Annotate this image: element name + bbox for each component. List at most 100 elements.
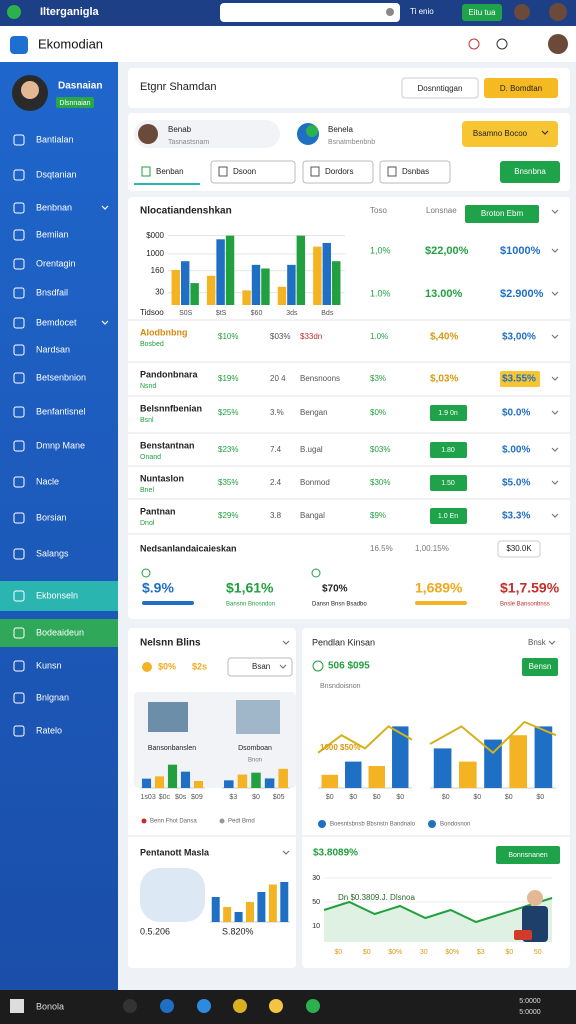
taskbar-search: Bonola	[36, 1001, 64, 1011]
nav-item[interactable]: Salangs	[36, 548, 69, 558]
nav-item[interactable]: Bemdocet	[36, 317, 77, 327]
row-cell: 20 4	[270, 374, 286, 383]
legend-label: Bondosnon	[440, 822, 470, 828]
avatar	[549, 3, 567, 21]
row-cell: $3,00%	[502, 332, 536, 343]
bar	[180, 771, 191, 788]
nav-item[interactable]: Benbnan	[36, 202, 72, 212]
button[interactable]	[484, 78, 558, 98]
card-label: Bansonbanslen	[148, 745, 196, 752]
metric: S.820%	[222, 926, 254, 936]
browser-button[interactable]	[462, 4, 502, 21]
row-cell: $3%	[370, 374, 386, 383]
bar	[193, 781, 204, 788]
button-label: Broton Ebm	[481, 209, 524, 218]
button[interactable]	[462, 121, 558, 147]
bar	[171, 269, 180, 305]
illustration	[148, 702, 188, 732]
x-tick-label: $0	[349, 794, 357, 801]
tab[interactable]	[302, 160, 374, 184]
chevron	[101, 320, 109, 325]
icon	[468, 38, 480, 50]
nav-item[interactable]: Ekbonseln	[36, 590, 78, 600]
nav-icon	[13, 202, 25, 214]
nav-item[interactable]: Bodeaideun	[36, 627, 84, 637]
user-sub: Tasnastsnam	[168, 139, 209, 146]
highlight	[500, 371, 540, 387]
address-bar[interactable]	[220, 3, 400, 22]
chevron	[541, 130, 549, 135]
nav-item[interactable]: Borsian	[36, 512, 67, 522]
dropdown[interactable]	[227, 657, 293, 677]
nav-item[interactable]: Nardsan	[36, 344, 70, 354]
bar	[484, 739, 502, 788]
bar	[368, 766, 385, 788]
button[interactable]	[465, 205, 539, 223]
tab-label[interactable]: Dsnbas	[402, 167, 429, 176]
nav-item[interactable]: Bnsdfail	[36, 287, 68, 297]
button[interactable]	[496, 846, 560, 864]
nav-item[interactable]: Dsqtanian	[36, 169, 77, 179]
progress-bar	[142, 601, 194, 605]
nav-item[interactable]: Benfantisnel	[36, 406, 86, 416]
nav-item[interactable]: Ratelo	[36, 725, 62, 735]
nav-item[interactable]: Kunsn	[36, 660, 62, 670]
summary-box	[497, 540, 541, 558]
nav-item[interactable]: Betsenbnion	[36, 372, 86, 382]
tab[interactable]	[210, 160, 296, 184]
taskbar-icon	[197, 999, 211, 1013]
area	[324, 898, 552, 942]
trend-line	[317, 725, 413, 754]
nav-icon	[13, 406, 25, 418]
nav-item[interactable]: Bnlgnan	[36, 692, 69, 702]
x-tick-label: $0	[505, 949, 513, 956]
tab-underline	[134, 183, 200, 185]
nav-item[interactable]: Bemiian	[36, 229, 69, 239]
nav-item[interactable]: Nacle	[36, 476, 59, 486]
badge	[430, 508, 467, 524]
nav-item[interactable]: Orentagin	[36, 258, 76, 268]
summary-title: Nedsanlandaicaieskan	[140, 543, 237, 553]
button[interactable]	[522, 658, 558, 676]
kpi-icon	[141, 568, 151, 578]
bar	[392, 726, 409, 788]
badge	[430, 405, 467, 421]
tab-label[interactable]: Benban	[156, 167, 184, 176]
chevron	[551, 291, 559, 296]
nav-item[interactable]: Dmnp Mane	[36, 440, 85, 450]
summary-value: 1,00.15%	[415, 544, 449, 553]
tab-icon	[310, 166, 320, 177]
tab[interactable]	[379, 160, 451, 184]
button-label: D. Bomdtan	[500, 84, 542, 93]
tab-icon	[218, 166, 228, 177]
bar	[345, 761, 362, 788]
line	[323, 897, 553, 924]
nav-icon	[13, 169, 25, 181]
nav-icon	[13, 476, 25, 488]
bar	[224, 780, 234, 788]
row-sub: Nsnd	[140, 383, 156, 390]
row-cell: B.ugal	[300, 445, 323, 454]
search-field[interactable]	[134, 120, 280, 148]
start-button[interactable]	[10, 999, 24, 1013]
button-label: Bsamno Bocoo	[473, 129, 528, 138]
x-tick-label: $0	[505, 794, 513, 801]
tab-label[interactable]: Dsoon	[233, 167, 256, 176]
tab-label[interactable]: Dordors	[325, 167, 353, 176]
x-tick-label: $0	[363, 949, 371, 956]
bar	[167, 764, 178, 788]
button-label: Bonnsnanen	[508, 852, 547, 859]
nav-item[interactable]: Bantialan	[36, 134, 74, 144]
button[interactable]	[401, 77, 479, 99]
reload-icon	[386, 8, 394, 16]
row-cell: Bengan	[300, 408, 328, 417]
nav-icon	[13, 229, 25, 241]
bar	[251, 264, 261, 305]
row-sub: Onand	[140, 454, 161, 461]
bar	[225, 235, 235, 305]
button[interactable]	[500, 161, 560, 183]
person-head	[527, 890, 543, 906]
x-axis-label: Tidsoo	[140, 308, 164, 317]
button-label: Bnsnbna	[514, 167, 546, 176]
